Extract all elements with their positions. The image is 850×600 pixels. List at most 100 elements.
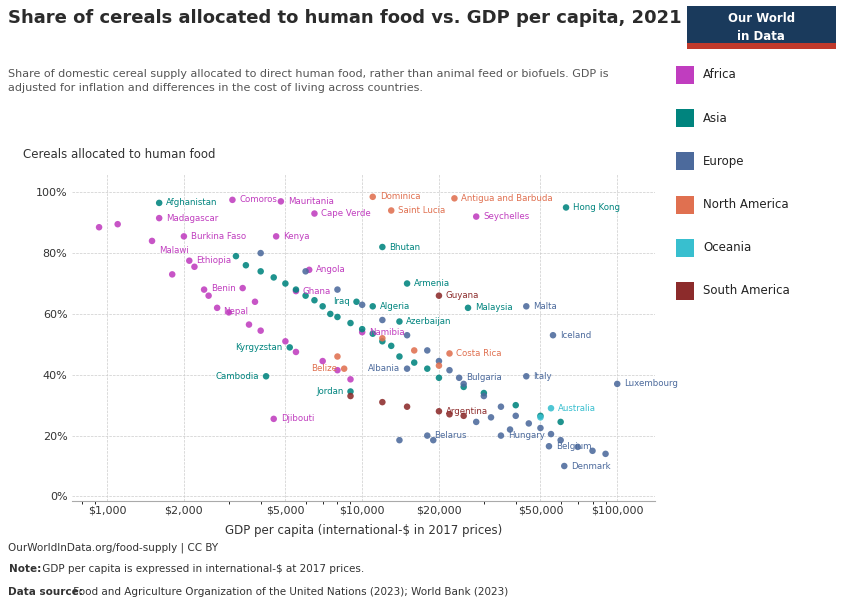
Text: Burkina Faso: Burkina Faso xyxy=(191,232,246,241)
Point xyxy=(586,446,599,455)
Point xyxy=(299,291,313,301)
Point xyxy=(452,373,466,383)
Point xyxy=(519,371,533,381)
Point xyxy=(343,374,357,384)
Point xyxy=(443,349,456,358)
Point xyxy=(421,346,434,355)
Point xyxy=(222,308,235,317)
Point xyxy=(542,442,556,451)
Point xyxy=(93,223,106,232)
Point xyxy=(308,209,321,218)
Text: Guyana: Guyana xyxy=(446,291,479,300)
Point xyxy=(343,318,357,328)
Text: Note:: Note: xyxy=(8,564,41,574)
Text: Benin: Benin xyxy=(211,284,235,293)
Point xyxy=(544,429,558,439)
Text: Europe: Europe xyxy=(703,155,745,168)
Point xyxy=(152,198,166,208)
Point xyxy=(407,346,421,355)
Text: Kenya: Kenya xyxy=(283,232,309,241)
Point xyxy=(254,326,268,335)
Text: Belarus: Belarus xyxy=(434,431,467,440)
Point xyxy=(432,291,445,301)
Text: Share of cereals allocated to human food vs. GDP per capita, 2021: Share of cereals allocated to human food… xyxy=(8,9,682,27)
X-axis label: GDP per capita (international-$ in 2017 prices): GDP per capita (international-$ in 2017 … xyxy=(224,524,502,537)
Text: Hong Kong: Hong Kong xyxy=(573,203,620,212)
Point xyxy=(279,337,292,346)
Text: Argentina: Argentina xyxy=(446,407,488,416)
Point xyxy=(337,364,351,373)
Point xyxy=(331,365,344,375)
Point xyxy=(494,431,507,440)
Text: Luxembourg: Luxembourg xyxy=(624,379,678,388)
Text: Italy: Italy xyxy=(533,372,552,381)
Point xyxy=(225,195,239,205)
Point xyxy=(366,329,380,338)
Point xyxy=(376,315,389,325)
Point xyxy=(303,265,316,275)
Point xyxy=(432,406,445,416)
Point xyxy=(61,195,75,205)
Point xyxy=(443,365,456,375)
Text: Malta: Malta xyxy=(533,302,557,311)
Text: Belize: Belize xyxy=(311,364,337,373)
Point xyxy=(316,356,330,366)
Point xyxy=(248,297,262,307)
Text: GDP per capita is expressed in international-$ at 2017 prices.: GDP per capita is expressed in internati… xyxy=(39,564,365,574)
Text: Ethiopia: Ethiopia xyxy=(196,256,231,265)
Text: Armenia: Armenia xyxy=(414,279,450,288)
Point xyxy=(289,286,303,296)
Point xyxy=(259,371,273,381)
Text: Australia: Australia xyxy=(558,404,596,413)
Text: Denmark: Denmark xyxy=(571,461,611,470)
Point xyxy=(384,341,398,350)
Text: Mauritania: Mauritania xyxy=(288,197,334,206)
Text: Comoros: Comoros xyxy=(240,196,277,205)
Point xyxy=(571,442,585,452)
Point xyxy=(494,402,507,412)
Point xyxy=(355,325,369,334)
Point xyxy=(477,391,490,401)
Point xyxy=(610,379,624,389)
Point xyxy=(254,266,268,276)
Text: Afghanistan: Afghanistan xyxy=(166,199,218,208)
Text: in Data: in Data xyxy=(737,30,785,43)
Point xyxy=(432,361,445,370)
Point xyxy=(274,197,287,206)
Point xyxy=(432,356,445,366)
Point xyxy=(547,331,560,340)
Text: Seychelles: Seychelles xyxy=(483,212,530,221)
Point xyxy=(201,291,215,301)
Point xyxy=(448,194,462,203)
Point xyxy=(554,436,568,445)
Point xyxy=(177,232,190,241)
Point xyxy=(384,206,398,215)
Point xyxy=(376,337,389,346)
Text: Algeria: Algeria xyxy=(380,302,410,311)
Point xyxy=(393,436,406,445)
Text: Albania: Albania xyxy=(368,364,400,373)
Point xyxy=(393,352,406,361)
Point xyxy=(343,391,357,401)
Point xyxy=(331,312,344,322)
Point xyxy=(366,192,380,202)
Point xyxy=(509,411,523,421)
Point xyxy=(421,364,434,373)
Point xyxy=(331,285,344,295)
Text: Antigua and Barbuda: Antigua and Barbuda xyxy=(462,194,553,203)
Text: Burundi: Burundi xyxy=(0,599,1,600)
Point xyxy=(316,302,330,311)
Point xyxy=(509,400,523,410)
Point xyxy=(456,379,470,389)
Point xyxy=(522,419,536,428)
Point xyxy=(400,279,414,289)
Point xyxy=(427,436,440,445)
Point xyxy=(331,352,344,361)
Text: Namibia: Namibia xyxy=(369,328,405,337)
Text: Nepal: Nepal xyxy=(223,307,248,316)
Text: Bulgaria: Bulgaria xyxy=(466,373,501,382)
Point xyxy=(456,411,470,421)
Text: Cape Verde: Cape Verde xyxy=(321,209,371,218)
Text: Iceland: Iceland xyxy=(560,331,592,340)
Point xyxy=(349,297,363,307)
